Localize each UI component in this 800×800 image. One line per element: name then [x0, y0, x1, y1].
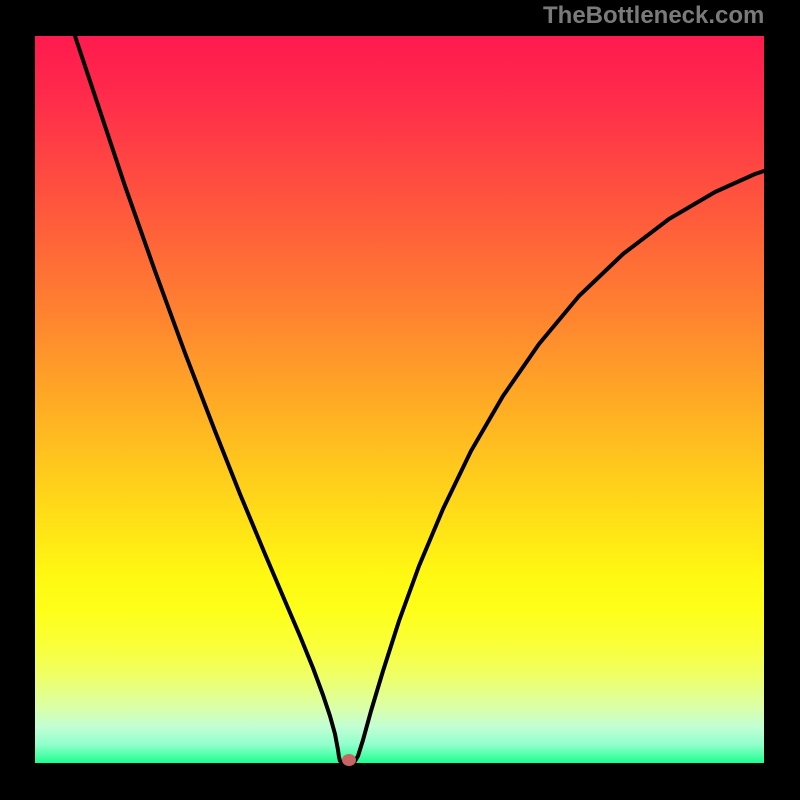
chart-svg	[0, 0, 800, 800]
chart-container: TheBottleneck.com	[0, 0, 800, 800]
watermark-text: TheBottleneck.com	[543, 2, 764, 30]
